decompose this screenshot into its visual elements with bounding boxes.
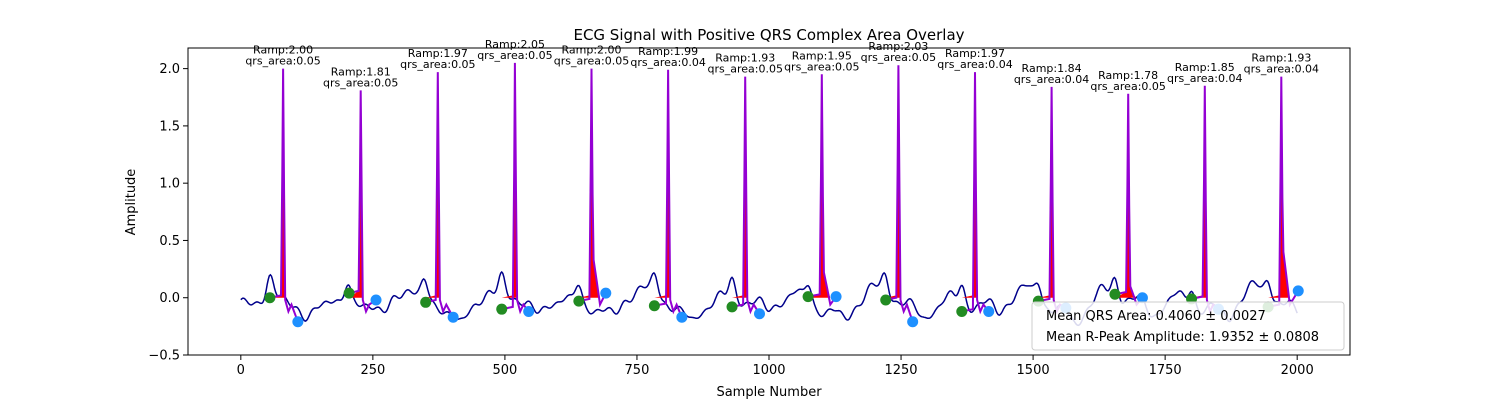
qrs-offset-marker-5 [600, 287, 612, 299]
qrs-onset-marker-6 [648, 300, 660, 312]
qrs-area-label-3: qrs_area:0.05 [400, 58, 475, 71]
x-tick-label: 1000 [752, 363, 785, 378]
qrs-area-label-13: qrs_area:0.04 [1167, 72, 1242, 85]
qrs-segment-8 [807, 74, 837, 308]
qrs-area-label-14: qrs_area:0.04 [1244, 63, 1319, 76]
x-tick-label: 1750 [1149, 363, 1182, 378]
x-tick-label: 2000 [1281, 363, 1314, 378]
qrs-onset-marker-10 [956, 305, 968, 317]
x-axis-label: Sample Number [716, 385, 822, 400]
r-amp-label-14: Ramp:1.93 [1251, 52, 1311, 65]
x-tick-label: 1500 [1017, 363, 1050, 378]
y-tick-label: 0.5 [159, 234, 180, 249]
qrs-segment-5 [578, 68, 607, 308]
qrs-segment-3 [425, 72, 454, 318]
qrs-area-label-11: qrs_area:0.04 [1014, 73, 1089, 86]
qrs-area-label-6: qrs_area:0.04 [630, 56, 705, 69]
qrs-onset-marker-3 [420, 296, 432, 308]
r-amp-label-12: Ramp:1.78 [1098, 69, 1158, 82]
qrs-onset-marker-2 [343, 287, 355, 299]
qrs-area-label-4: qrs_area:0.05 [477, 49, 552, 62]
qrs-segment-2 [348, 90, 377, 315]
qrs-offset-marker-12 [1136, 292, 1148, 304]
qrs-onset-marker-12 [1109, 288, 1121, 300]
qrs-offset-marker-8 [830, 291, 842, 303]
qrs-offset-marker-7 [753, 308, 765, 320]
tick-layer: 0 250 500 750 1000 1250 1500 1750 2000 −0.5 0.0 0.5… [148, 62, 1313, 378]
r-amp-label-9: Ramp:2.03 [868, 40, 928, 53]
qrs-offset-marker-14 [1292, 285, 1304, 297]
qrs-offset-marker-6 [676, 311, 688, 323]
qrs-onset-marker-1 [264, 292, 276, 304]
x-tick-label: 250 [360, 363, 385, 378]
qrs-area-label-1: qrs_area:0.05 [245, 55, 320, 68]
qrs-segment-10 [961, 72, 990, 315]
qrs-onset-marker-7 [726, 301, 738, 313]
r-amp-label-7: Ramp:1.93 [715, 52, 775, 65]
qrs-segment-6 [654, 69, 683, 318]
y-tick-label: 0.0 [159, 291, 180, 306]
y-tick-label: 1.5 [159, 119, 180, 134]
qrs-segment-1 [269, 68, 299, 323]
r-amp-label-11: Ramp:1.84 [1022, 62, 1082, 75]
qrs-onset-marker-4 [496, 303, 508, 315]
x-tick-label: 0 [237, 363, 245, 378]
r-amp-label-3: Ramp:1.97 [408, 47, 468, 60]
qrs-onset-marker-9 [880, 294, 892, 306]
qrs-area-label-12: qrs_area:0.05 [1090, 80, 1165, 93]
qrs-area-label-5: qrs_area:0.05 [554, 55, 629, 68]
r-amp-label-13: Ramp:1.85 [1175, 61, 1235, 74]
qrs-area-label-7: qrs_area:0.05 [707, 63, 782, 76]
r-amp-label-10: Ramp:1.97 [945, 47, 1005, 60]
y-axis-label: Amplitude [124, 169, 139, 236]
legend-box [1031, 301, 1345, 351]
qrs-onset-marker-8 [802, 291, 814, 303]
qrs-offset-marker-4 [523, 305, 535, 317]
y-tick-label: −0.5 [148, 349, 180, 364]
x-tick-label: 1250 [884, 363, 917, 378]
qrs-onset-marker-5 [573, 295, 585, 307]
legend-entry-mean-r-peak-amplitude: Mean R-Peak Amplitude: 1.9352 ± 0.0808 [1046, 330, 1319, 345]
qrs-segment-14 [1267, 76, 1300, 308]
qrs-segment-12 [1114, 93, 1144, 307]
qrs-segment-7 [731, 76, 761, 315]
legend-entry-mean-qrs-area: Mean QRS Area: 0.4060 ± 0.0027 [1046, 309, 1266, 324]
qrs-offset-marker-2 [370, 294, 382, 306]
x-tick-label: 750 [625, 363, 650, 378]
y-tick-label: 2.0 [159, 62, 180, 77]
qrs-offset-marker-3 [447, 311, 459, 323]
qrs-area-label-2: qrs_area:0.05 [323, 76, 398, 89]
qrs-segment-4 [501, 62, 530, 315]
r-amp-label-5: Ramp:2.00 [562, 44, 622, 57]
chart-title: ECG Signal with Positive QRS Complex Are… [573, 26, 964, 44]
x-tick-label: 500 [492, 363, 517, 378]
r-amp-label-8: Ramp:1.95 [792, 49, 852, 62]
qrs-area-label-10: qrs_area:0.04 [937, 58, 1012, 71]
legend: Mean QRS Area: 0.4060 ± 0.0027 Mean R-Pe… [1031, 301, 1345, 351]
y-tick-label: 1.0 [159, 177, 180, 192]
qrs-area-label-9: qrs_area:0.05 [861, 51, 936, 64]
qrs-offset-marker-9 [907, 316, 919, 328]
qrs-offset-marker-1 [292, 316, 304, 328]
r-amp-label-2: Ramp:1.81 [331, 65, 391, 78]
r-amp-label-1: Ramp:2.00 [253, 44, 313, 57]
qrs-segment-9 [885, 65, 914, 323]
qrs-offset-marker-10 [983, 305, 995, 317]
qrs-area-label-8: qrs_area:0.05 [784, 60, 859, 73]
